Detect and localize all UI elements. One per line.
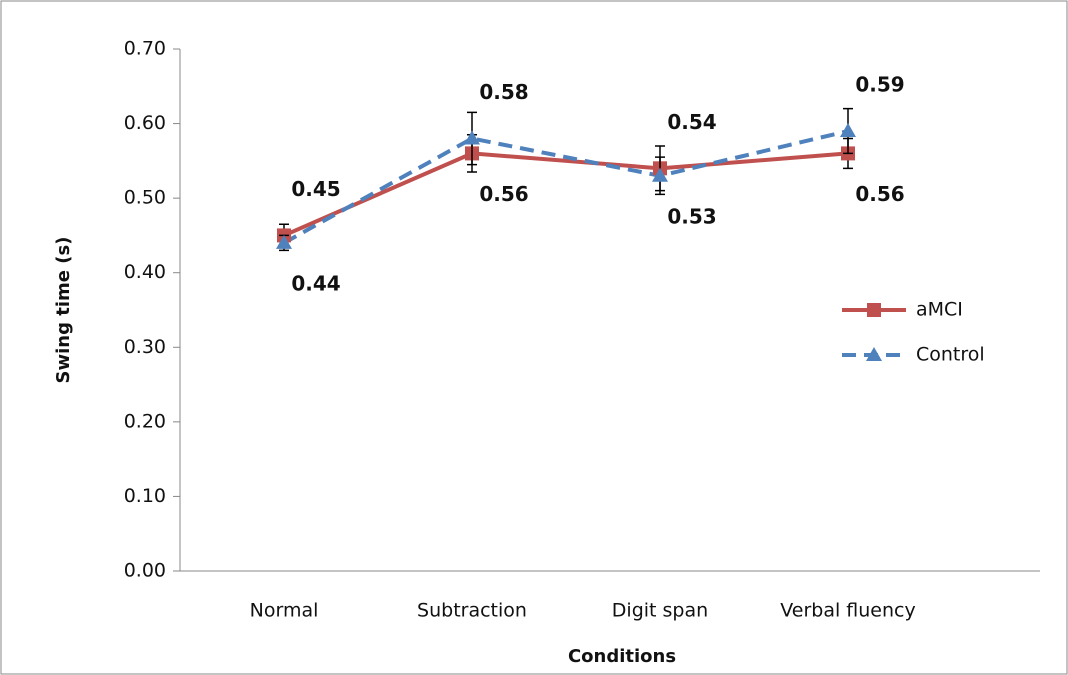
y-tick-label: 0.00 [124,560,166,582]
legend-marker [867,303,881,317]
data-label: 0.44 [291,271,340,295]
x-axis-title: Conditions [568,646,676,667]
series-line [283,151,849,238]
marker [840,123,856,138]
y-tick-label: 0.20 [124,410,166,432]
y-tick-label: 0.70 [124,38,166,60]
x-tick-label: Subtraction [417,600,527,622]
data-label: 0.56 [855,182,904,206]
data-label: 0.53 [667,204,716,228]
legend-label: aMCI [916,299,963,321]
series-line [283,129,849,245]
marker [652,167,668,182]
x-tick-label: Verbal fluency [780,600,915,622]
data-label: 0.45 [291,177,340,201]
data-label: 0.58 [479,80,528,104]
legend-marker [866,347,882,361]
y-tick-label: 0.60 [124,112,166,134]
y-tick-label: 0.30 [124,336,166,358]
x-tick-label: Normal [250,600,319,622]
y-tick-label: 0.50 [124,187,166,209]
x-tick-label: Digit span [612,600,708,622]
marker [464,130,480,145]
marker [276,234,292,249]
data-label: 0.54 [667,110,716,134]
data-label: 0.59 [855,73,904,97]
y-axis-title: Swing time (s) [53,237,74,384]
legend-label: Control [916,344,985,366]
y-tick-label: 0.10 [124,485,166,507]
y-tick-label: 0.40 [124,261,166,283]
data-label: 0.56 [479,182,528,206]
